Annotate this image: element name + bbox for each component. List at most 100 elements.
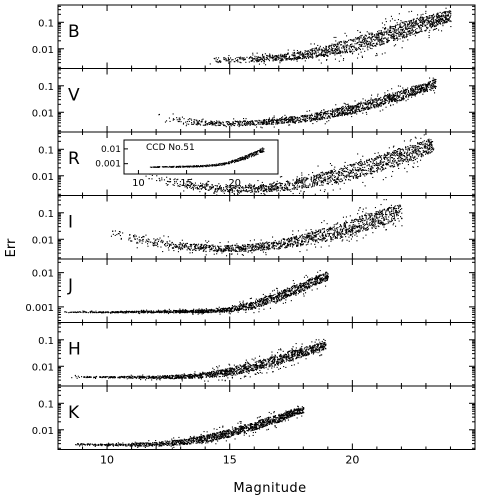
data-point [364, 175, 365, 176]
data-point [366, 107, 367, 108]
data-point [249, 191, 250, 192]
data-point [315, 182, 316, 183]
data-point [426, 152, 427, 153]
data-point [316, 175, 317, 176]
data-point [200, 186, 201, 187]
data-point [373, 161, 374, 162]
data-point [293, 59, 294, 60]
data-point [391, 154, 392, 155]
data-point [418, 25, 419, 26]
data-point [421, 156, 422, 157]
data-point [244, 59, 245, 60]
data-point [310, 43, 311, 44]
data-point [218, 189, 219, 190]
data-point [275, 187, 276, 188]
data-point [350, 112, 351, 113]
data-point [362, 156, 363, 157]
data-point [253, 122, 254, 123]
data-point [384, 28, 385, 29]
data-point [333, 45, 334, 46]
data-point [325, 115, 326, 116]
data-point [192, 252, 193, 253]
data-point [360, 159, 361, 160]
data-point [199, 191, 200, 192]
data-point [255, 191, 256, 192]
data-point [389, 94, 390, 95]
data-point [357, 30, 358, 31]
data-point [363, 229, 364, 230]
data-point [394, 34, 395, 35]
data-point [312, 172, 313, 173]
data-point [385, 168, 386, 169]
data-point [419, 26, 420, 27]
data-point [339, 53, 340, 54]
data-point [170, 121, 171, 122]
data-point [436, 28, 437, 29]
data-point [281, 183, 282, 184]
data-point [367, 109, 368, 110]
data-point [382, 23, 383, 24]
data-point [250, 123, 251, 124]
data-point [418, 151, 419, 152]
data-point [379, 165, 380, 166]
data-point [270, 184, 271, 185]
data-point [256, 60, 257, 61]
data-point [399, 100, 400, 101]
data-point [374, 35, 375, 36]
data-point [177, 179, 178, 180]
data-point [441, 13, 442, 14]
data-point [432, 25, 433, 26]
data-point [334, 54, 335, 55]
data-point [226, 184, 227, 185]
data-point [201, 188, 202, 189]
data-point [300, 55, 301, 56]
data-point [300, 58, 301, 59]
data-point [316, 117, 317, 118]
data-point [445, 15, 446, 16]
data-point [399, 96, 400, 97]
data-point [380, 160, 381, 161]
data-point [363, 39, 364, 40]
data-point [345, 112, 346, 113]
data-point [275, 60, 276, 61]
data-point [369, 37, 370, 38]
data-point [279, 120, 280, 121]
data-point [382, 53, 383, 54]
data-point [376, 53, 377, 54]
data-point [375, 55, 376, 56]
data-point [300, 191, 301, 192]
data-point [269, 118, 270, 119]
data-point [431, 144, 432, 145]
data-point [414, 93, 415, 94]
data-point [142, 243, 143, 244]
data-point [352, 169, 353, 170]
data-point [377, 169, 378, 170]
data-point [227, 191, 228, 192]
data-point [397, 205, 398, 206]
data-point [337, 112, 338, 113]
data-point [423, 20, 424, 21]
data-point [369, 41, 370, 42]
data-point [400, 100, 401, 101]
data-point [374, 107, 375, 108]
data-point [406, 33, 407, 34]
data-point [390, 20, 391, 21]
data-point [302, 180, 303, 181]
data-point [420, 20, 421, 21]
data-point [357, 213, 358, 214]
data-point [256, 58, 257, 59]
data-point [351, 176, 352, 177]
data-point [428, 18, 429, 19]
data-point [420, 22, 421, 23]
data-point [403, 91, 404, 92]
data-point [265, 189, 266, 190]
data-point [304, 120, 305, 121]
data-point [328, 183, 329, 184]
data-point [355, 107, 356, 108]
data-point [254, 188, 255, 189]
data-point [325, 181, 326, 182]
data-point [378, 167, 379, 168]
data-point [357, 163, 358, 164]
data-point [371, 45, 372, 46]
data-point [391, 34, 392, 35]
